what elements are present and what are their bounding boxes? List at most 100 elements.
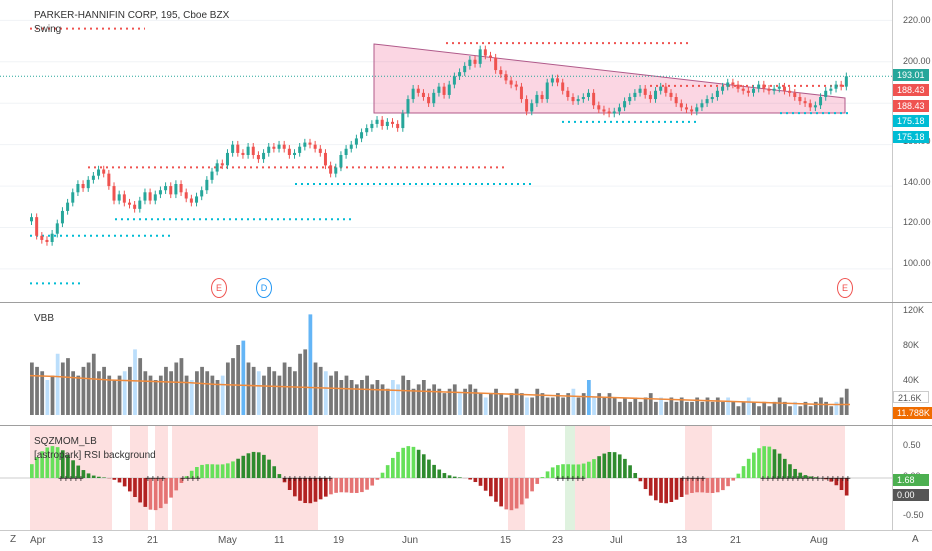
price-pane[interactable]: PARKER-HANNIFIN CORP, 195, Cboe BZX Swin… bbox=[0, 0, 932, 302]
volume-bar bbox=[174, 363, 178, 416]
volume-bar bbox=[45, 380, 49, 415]
momentum-bar bbox=[406, 446, 410, 478]
momentum-bar bbox=[247, 453, 251, 478]
volume-bar bbox=[406, 380, 410, 415]
candle-body bbox=[169, 186, 172, 194]
candle-body bbox=[675, 97, 678, 103]
volume-bar bbox=[484, 398, 488, 416]
momentum-chart[interactable]: ++++++++++++++++++++++++++++++++++++++++… bbox=[0, 426, 892, 530]
candle-body bbox=[530, 103, 533, 111]
momentum-bar bbox=[345, 478, 349, 492]
volume-bar bbox=[432, 384, 436, 415]
candle-body bbox=[216, 163, 219, 171]
candle-body bbox=[618, 107, 621, 111]
volume-bar bbox=[618, 402, 622, 415]
volume-bar bbox=[737, 406, 741, 415]
time-label: 19 bbox=[333, 535, 344, 546]
volume-bar bbox=[391, 380, 395, 415]
candle-body bbox=[381, 120, 384, 126]
volume-bar bbox=[40, 371, 44, 415]
symbol-title: PARKER-HANNIFIN CORP, 195, Cboe BZX bbox=[34, 10, 229, 21]
sqzmom-indicator-label: SQZMOM_LB bbox=[34, 436, 97, 447]
momentum-bar bbox=[752, 453, 756, 478]
momentum-bar bbox=[133, 478, 137, 497]
price-scale[interactable]: 220.00 200.00 160.00 140.00 120.00 100.0… bbox=[892, 0, 932, 302]
candle-body bbox=[602, 109, 605, 111]
time-label: 23 bbox=[552, 535, 563, 546]
candle-body bbox=[417, 89, 420, 93]
candle-body bbox=[56, 223, 59, 233]
swing-high-tag: 188.43 bbox=[893, 84, 929, 96]
dividend-event-icon[interactable]: D bbox=[256, 278, 272, 298]
candle-body bbox=[30, 217, 33, 221]
momentum-bar bbox=[386, 465, 390, 478]
volume-pane[interactable]: VBB 120K 80K 40K 21.6K 11.788K bbox=[0, 303, 932, 425]
momentum-bar bbox=[355, 478, 359, 493]
volume-bar bbox=[339, 380, 343, 415]
volume-bar bbox=[303, 349, 307, 415]
momentum-pane[interactable]: ++++++++++++++++++++++++++++++++++++++++… bbox=[0, 426, 932, 530]
candle-body bbox=[288, 149, 291, 155]
volume-chart[interactable] bbox=[0, 303, 892, 425]
momentum-bar bbox=[278, 474, 282, 478]
momentum-bar bbox=[474, 478, 478, 482]
volume-bar bbox=[742, 402, 746, 415]
squeeze-dot: + bbox=[700, 474, 706, 485]
candle-body bbox=[97, 170, 100, 176]
candle-body bbox=[504, 74, 507, 80]
volume-bar bbox=[118, 376, 122, 415]
volume-bar bbox=[278, 376, 282, 415]
momentum-bar bbox=[30, 464, 34, 478]
candle-body bbox=[334, 167, 337, 173]
volume-bar bbox=[236, 345, 240, 415]
earnings-event-icon[interactable]: E bbox=[211, 278, 227, 298]
time-label: Jul bbox=[610, 535, 623, 546]
candle-body bbox=[798, 97, 801, 101]
volume-bar bbox=[113, 380, 117, 415]
candle-body bbox=[293, 153, 296, 155]
candle-body bbox=[520, 87, 523, 99]
momentum-bar bbox=[711, 478, 715, 493]
candle-body bbox=[453, 76, 456, 84]
time-label: Jun bbox=[402, 535, 418, 546]
volume-bar bbox=[61, 363, 65, 416]
volume-bar bbox=[417, 384, 421, 415]
zoom-toggle[interactable]: Z bbox=[10, 534, 16, 545]
momentum-bar bbox=[613, 452, 617, 478]
time-axis[interactable]: Apr 13 21 May 11 19 Jun 15 23 Jul 13 21 … bbox=[0, 530, 932, 551]
candle-body bbox=[211, 172, 214, 180]
candle-body bbox=[231, 145, 234, 153]
momentum-bar bbox=[241, 456, 245, 478]
momentum-bar bbox=[422, 454, 426, 478]
momentum-tick: -0.50 bbox=[903, 510, 924, 520]
momentum-bar bbox=[654, 478, 658, 500]
volume-bar bbox=[453, 384, 457, 415]
candle-body bbox=[133, 205, 136, 209]
momentum-bar bbox=[484, 478, 488, 491]
candle-body bbox=[587, 93, 590, 97]
candle-body bbox=[329, 165, 332, 173]
momentum-bar bbox=[592, 459, 596, 478]
momentum-bar bbox=[597, 456, 601, 478]
momentum-bar bbox=[530, 478, 534, 491]
candle-body bbox=[123, 194, 126, 202]
momentum-bar bbox=[742, 466, 746, 478]
candle-body bbox=[87, 180, 90, 188]
auto-scale-toggle[interactable]: A bbox=[912, 534, 919, 545]
momentum-bar bbox=[535, 478, 539, 484]
momentum-bar bbox=[360, 478, 364, 492]
momentum-tick: 0.50 bbox=[903, 440, 921, 450]
candle-body bbox=[680, 103, 683, 107]
momentum-bar bbox=[396, 452, 400, 478]
candle-body bbox=[236, 145, 239, 153]
candle-body bbox=[221, 163, 224, 165]
volume-bar bbox=[412, 389, 416, 415]
earnings-event-icon[interactable]: E bbox=[837, 278, 853, 298]
volume-bar bbox=[721, 402, 725, 415]
candle-body bbox=[92, 176, 95, 180]
volume-bar bbox=[572, 389, 576, 415]
price-chart[interactable] bbox=[0, 0, 892, 302]
momentum-bar bbox=[226, 463, 230, 478]
volume-bar bbox=[87, 363, 91, 416]
time-label: Aug bbox=[810, 535, 828, 546]
